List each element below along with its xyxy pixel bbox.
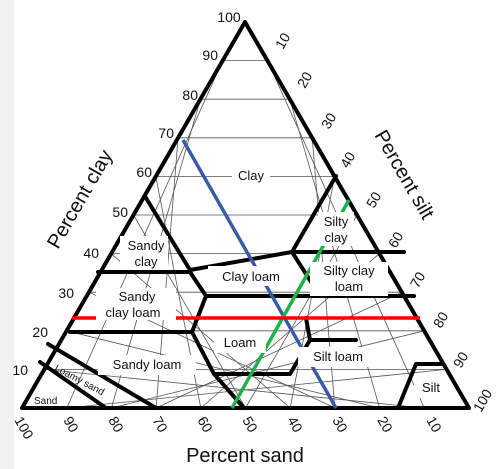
- silt-tick-20: 20: [294, 69, 316, 91]
- class-label-loam: Loam: [224, 335, 257, 350]
- class-label-silty-clay-loam-1: Silty clay: [323, 263, 375, 278]
- silt-axis-ticks: 10 20 30 40 50 60 70 80 90 100: [272, 30, 496, 415]
- boundary-sandy-loam-right: [212, 372, 246, 410]
- silt-tick-80: 80: [430, 309, 452, 331]
- label-bg-silt-loam: [298, 347, 378, 367]
- sand-axis-title: Percent sand: [186, 445, 304, 467]
- grid-line: [110, 253, 291, 409]
- boundary-clay: [144, 174, 338, 272]
- clay-tick-50: 50: [112, 204, 128, 220]
- label-bg-sandy-clay-loam: [96, 288, 176, 320]
- class-label-clay: Clay: [238, 168, 265, 183]
- class-label-sandy-loam: Sandy loam: [113, 357, 182, 372]
- clay-tick-90: 90: [202, 47, 218, 63]
- boundary-silt: [396, 362, 444, 410]
- silt-tick-60: 60: [385, 229, 407, 251]
- label-bg-clay: [232, 166, 270, 184]
- clay-axis-title: Percent clay: [43, 146, 117, 252]
- boundary-sand: [38, 360, 108, 410]
- grid-line: [44, 369, 425, 409]
- clay-tick-100: 100: [217, 9, 241, 25]
- clay-tick-30: 30: [58, 285, 74, 301]
- label-bg-silty-clay: [318, 212, 354, 246]
- class-label-sandy-clay-loam-1: Sandy: [119, 289, 156, 304]
- class-label-sandy-clay-loam-2: clay loam: [106, 305, 161, 320]
- sand-tick-80: 80: [105, 414, 127, 436]
- boundary-loam: [190, 316, 312, 376]
- class-label-sandy-clay-2: clay: [134, 254, 158, 269]
- boundary-loamy-sand: [46, 342, 158, 410]
- silt-tick-70: 70: [407, 269, 429, 291]
- clay-tick-40: 40: [83, 245, 99, 261]
- sand-tick-20: 20: [374, 414, 396, 436]
- class-label-silty-clay-2: clay: [324, 230, 348, 245]
- clay-tick-80: 80: [182, 87, 198, 103]
- sand-tick-30: 30: [329, 414, 351, 436]
- label-bg-loam: [214, 333, 266, 353]
- class-label-clay-loam: Clay loam: [222, 269, 280, 284]
- silt-axis-title: Percent silt: [370, 127, 439, 224]
- clay-tick-20: 20: [32, 324, 48, 340]
- sand-tick-100: 100: [11, 414, 37, 442]
- triangle-outline: [20, 20, 471, 410]
- silt-tick-90: 90: [450, 349, 472, 371]
- clay-tick-60: 60: [136, 164, 152, 180]
- label-bg-silt: [414, 378, 448, 398]
- sand-tick-60: 60: [194, 414, 216, 436]
- class-label-silty-clay-loam-2: loam: [335, 279, 363, 294]
- clay-tick-10: 10: [12, 362, 28, 378]
- clay-tick-70: 70: [158, 125, 174, 141]
- label-bg-sandy-loam: [98, 355, 196, 375]
- label-bg-silty-clay-loam: [310, 262, 388, 296]
- label-bg-sandy-clay: [120, 236, 168, 270]
- clay-axis-ticks: 10 20 30 40 50 60 70 80 90 100: [12, 9, 240, 378]
- sand-tick-90: 90: [60, 414, 82, 436]
- sand-tick-70: 70: [149, 414, 171, 436]
- silt-tick-40: 40: [337, 149, 359, 171]
- silt-tick-100: 100: [470, 386, 496, 414]
- texture-class-boundaries: [38, 174, 444, 410]
- class-label-sand: Sand: [34, 396, 57, 407]
- class-label-silt: Silt: [422, 380, 440, 395]
- class-label-silty-clay-1: Silty: [324, 214, 349, 229]
- sand-tick-50: 50: [239, 414, 261, 436]
- silt-tick-50: 50: [363, 189, 385, 211]
- label-bg-clay-loam: [208, 266, 294, 286]
- left-margin-strip: [0, 0, 14, 469]
- sand-axis-ticks: 100 90 80 70 60 50 40 30 20 10: [11, 414, 445, 442]
- sand-tick-40: 40: [284, 414, 306, 436]
- boundary-clay-loam-bottom: [96, 270, 322, 298]
- silt-tick-30: 30: [318, 110, 340, 132]
- class-label-loamy-sand: Loamy sand: [53, 363, 106, 398]
- class-label-silt-loam: Silt loam: [313, 349, 363, 364]
- silt-tick-10: 10: [272, 30, 294, 52]
- class-label-sandy-clay-1: Sandy: [128, 238, 165, 253]
- sand-tick-10: 10: [423, 414, 445, 436]
